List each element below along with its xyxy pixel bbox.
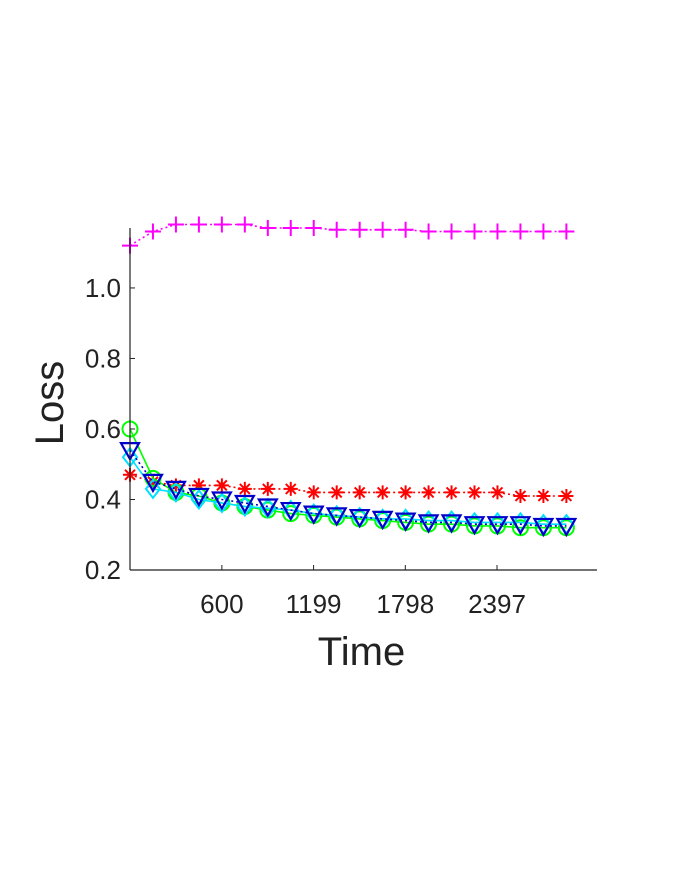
- data-point: [371, 510, 394, 531]
- data-point: [559, 488, 574, 503]
- data-point: [237, 481, 252, 496]
- ticks: 600 1199 1798 2397 0.2 0.4 0.6 0.8 1.0: [85, 273, 526, 619]
- x-tick-label: 600: [200, 589, 243, 619]
- data-point: [420, 223, 437, 240]
- data-point: [236, 216, 253, 233]
- data-point: [348, 509, 371, 529]
- data-point: [351, 221, 368, 238]
- data-point: [417, 514, 440, 534]
- series-4: [119, 442, 578, 538]
- data-point: [555, 517, 578, 538]
- data-point: [536, 488, 551, 503]
- data-point: [394, 512, 417, 532]
- data-point: [188, 487, 210, 508]
- data-point: [375, 485, 390, 500]
- data-point: [282, 220, 299, 236]
- data-point: [145, 474, 160, 489]
- data-point: [352, 485, 367, 500]
- data-point: [325, 507, 348, 527]
- x-tick-label: 2397: [468, 589, 526, 619]
- data-point: [486, 516, 509, 536]
- data-point: [167, 216, 184, 233]
- data-point: [444, 485, 459, 500]
- data-point: [374, 221, 391, 238]
- y-axis-title: Loss: [28, 361, 72, 446]
- y-tick-label: 1.0: [85, 273, 121, 303]
- data-point: [463, 516, 486, 536]
- data-point: [191, 478, 206, 493]
- data-point: [329, 485, 344, 500]
- data-point: [509, 516, 532, 536]
- axes: [129, 228, 597, 571]
- x-axis-title: Time: [318, 630, 405, 674]
- data-point: [233, 494, 256, 515]
- x-tick-label: 1199: [286, 589, 342, 619]
- data-point: [142, 473, 164, 494]
- data-point: [397, 221, 414, 238]
- data-point: [535, 223, 552, 240]
- data-point: [214, 478, 229, 493]
- data-point: [443, 223, 460, 240]
- data-point: [398, 485, 413, 500]
- data-point: [283, 481, 298, 496]
- data-point: [302, 505, 325, 525]
- data-point: [144, 478, 162, 500]
- x-tick-label: 1798: [376, 589, 434, 619]
- data-point: [259, 220, 276, 236]
- data-point: [512, 223, 529, 240]
- data-point: [165, 480, 187, 501]
- data-point: [306, 485, 321, 500]
- data-point: [558, 223, 575, 240]
- series-line: [129, 428, 567, 529]
- data-point: [256, 498, 279, 518]
- series-line: [129, 223, 567, 247]
- data-point: [260, 481, 275, 496]
- data-point: [190, 216, 207, 233]
- series-layer: [119, 216, 578, 538]
- series-line: [129, 456, 567, 525]
- data-point: [466, 223, 483, 240]
- y-tick-label: 0.8: [85, 343, 121, 373]
- data-point: [467, 485, 482, 500]
- data-point: [490, 485, 505, 500]
- series-1: [123, 467, 574, 503]
- data-point: [328, 221, 345, 238]
- data-point: [421, 485, 436, 500]
- data-point: [213, 216, 230, 233]
- data-point: [210, 491, 233, 511]
- data-point: [489, 223, 506, 240]
- data-point: [144, 223, 161, 240]
- data-point: [440, 514, 463, 534]
- data-point: [532, 517, 555, 538]
- data-point: [279, 501, 302, 522]
- series-0: [122, 216, 575, 254]
- data-point: [305, 220, 322, 236]
- y-tick-label: 0.4: [85, 484, 121, 514]
- data-point: [513, 488, 528, 503]
- y-tick-label: 0.6: [85, 414, 121, 444]
- y-tick-label: 0.2: [85, 555, 121, 585]
